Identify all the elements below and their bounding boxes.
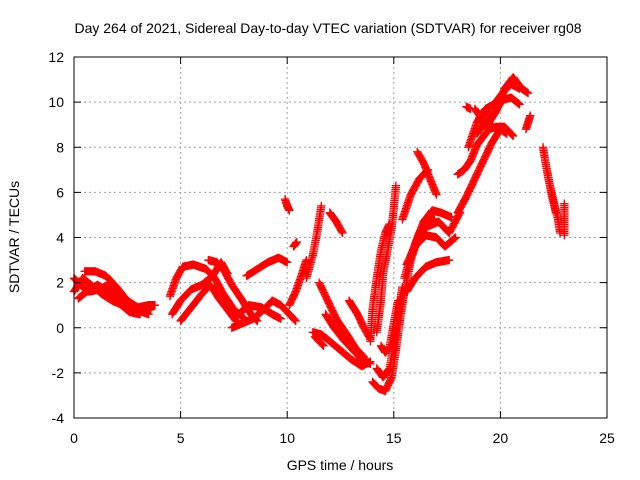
data-point <box>291 316 300 326</box>
data-track <box>376 296 403 357</box>
data-point <box>526 111 535 120</box>
data-point <box>319 341 328 350</box>
y-tick-label: 2 <box>56 275 64 291</box>
data-point <box>290 315 300 325</box>
data-point <box>508 130 517 140</box>
data-track <box>410 206 456 249</box>
data-track <box>231 301 285 323</box>
y-axis-label: SDTVAR / TECUs <box>6 181 22 293</box>
data-point <box>366 359 375 368</box>
x-tick-label: 20 <box>493 430 509 446</box>
data-point <box>338 228 347 238</box>
data-point <box>451 233 460 242</box>
y-tick-label: 12 <box>48 49 64 65</box>
data-track <box>280 194 294 215</box>
data-point <box>144 310 153 319</box>
x-tick-label: 0 <box>70 430 78 446</box>
y-tick-label: 10 <box>48 94 64 110</box>
y-tick-label: 4 <box>56 230 64 246</box>
data-point <box>483 107 492 116</box>
data-point <box>285 206 294 215</box>
data-track <box>521 111 535 134</box>
data-point <box>318 340 327 350</box>
data-track <box>402 255 454 296</box>
data-track <box>310 332 328 350</box>
data-point <box>283 258 292 267</box>
data-track <box>302 201 326 283</box>
data-point <box>337 227 347 236</box>
x-axis-label: GPS time / hours <box>287 457 394 473</box>
data-point <box>135 310 145 319</box>
data-point <box>150 301 160 310</box>
x-tick-label: 25 <box>599 430 615 446</box>
data-point <box>551 208 560 217</box>
data-track <box>366 219 394 346</box>
data-track <box>321 310 375 368</box>
x-tick-label: 5 <box>177 430 185 446</box>
data-track <box>483 73 533 129</box>
data-point <box>450 234 459 243</box>
data-point <box>514 99 523 108</box>
data-track <box>242 253 292 281</box>
data-points <box>69 73 569 396</box>
data-track <box>453 125 511 217</box>
data-point <box>515 100 524 109</box>
data-track <box>560 199 569 240</box>
axis-ticks: 0 5 10 15 20 25 -4 -2 0 2 4 6 8 10 12 <box>48 49 615 446</box>
y-tick-label: 6 <box>56 184 64 200</box>
data-track <box>543 167 560 217</box>
x-tick-label: 10 <box>279 430 295 446</box>
data-point <box>482 107 491 117</box>
x-tick-label: 15 <box>386 430 402 446</box>
data-track <box>176 280 241 326</box>
data-track <box>470 104 492 123</box>
data-point <box>560 231 569 240</box>
data-track <box>285 255 311 310</box>
data-track <box>344 296 375 344</box>
data-point <box>509 131 518 141</box>
data-point <box>292 237 301 247</box>
data-point <box>391 181 401 190</box>
data-track <box>165 260 249 323</box>
y-tick-label: -4 <box>52 410 65 426</box>
y-tick-label: -2 <box>52 365 65 381</box>
chart-title: Day 264 of 2021, Sidereal Day-to-day VTE… <box>74 20 581 36</box>
y-tick-label: 8 <box>56 139 64 155</box>
data-track <box>289 237 301 251</box>
data-point <box>302 255 311 265</box>
data-track <box>80 267 160 312</box>
data-track <box>372 181 401 337</box>
data-track <box>325 208 347 238</box>
data-point <box>317 201 326 211</box>
data-point <box>445 255 454 265</box>
data-track <box>74 280 145 319</box>
data-point <box>523 88 533 98</box>
data-track <box>462 102 475 114</box>
data-point <box>432 190 441 199</box>
data-point <box>447 213 456 222</box>
data-track <box>413 147 441 199</box>
data-point <box>276 314 285 323</box>
grid <box>74 57 607 418</box>
data-point <box>466 104 475 114</box>
y-tick-label: 0 <box>56 320 64 336</box>
